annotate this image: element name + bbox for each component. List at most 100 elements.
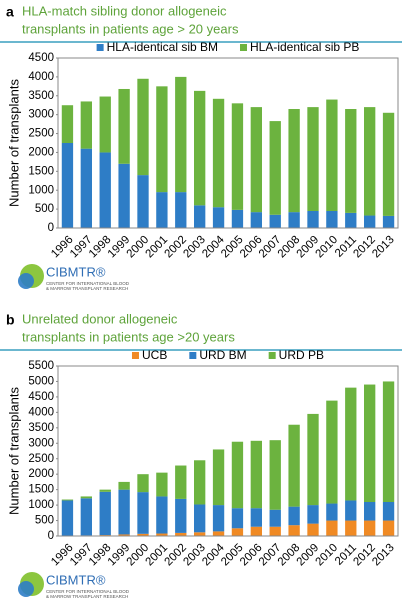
bar-segment	[326, 400, 338, 504]
bar-segment	[99, 491, 111, 536]
bar-segment	[288, 424, 300, 507]
bar-segment	[118, 163, 130, 228]
bar-segment	[61, 500, 74, 536]
bar-segment	[118, 534, 130, 536]
bar-segment	[326, 503, 338, 521]
bar-segment	[137, 474, 149, 493]
x-tick-label: 2013	[370, 542, 397, 569]
legend-label: HLA-identical sib BM	[107, 40, 218, 54]
bar-segment	[382, 112, 395, 216]
bar-segment	[307, 523, 319, 536]
bar-segment	[212, 207, 225, 228]
bar-segment	[118, 481, 130, 490]
bar-segment	[194, 460, 206, 505]
legend-swatch	[131, 352, 139, 359]
bar-segment	[194, 90, 206, 206]
legend-label: URD PB	[279, 348, 324, 362]
bar-segment	[345, 520, 357, 536]
y-tick-label: 500	[35, 515, 54, 527]
bar-segment	[364, 384, 376, 502]
bar-segment	[212, 531, 225, 536]
legend: UCB URD BM URD PB	[131, 348, 324, 362]
y-tick-label: 1500	[28, 484, 54, 496]
legend-swatch	[189, 352, 197, 359]
y-tick-label: 4000	[28, 71, 54, 83]
bar-segment	[118, 88, 130, 164]
bar-segment	[250, 107, 262, 213]
y-tick-label: 2000	[28, 468, 54, 480]
y-tick-label: 3000	[28, 437, 54, 449]
bar-segment	[382, 520, 395, 536]
panel-label: b	[6, 312, 15, 328]
plot-frame	[57, 365, 399, 537]
y-tick-label: 5000	[28, 375, 54, 387]
bar-segment	[175, 76, 187, 193]
bar-segment	[194, 532, 206, 536]
y-axis-label: Number of transplants	[6, 79, 21, 207]
bar-segment	[175, 498, 187, 533]
bar-segment	[212, 98, 225, 208]
chart-title: transplants in patients age > 20 years	[22, 21, 239, 36]
bar-segment	[288, 109, 300, 213]
bar-segment	[364, 215, 376, 228]
bar-segment	[345, 500, 357, 521]
chart-title: Unrelated donor allogeneic	[22, 311, 178, 326]
y-tick-label: 1000	[28, 184, 54, 196]
panel-label: a	[6, 4, 14, 20]
bar-segment	[194, 504, 206, 533]
bar-segment	[175, 532, 187, 536]
logo-subtitle: & MARROW TRANSPLANT RESEARCH	[46, 594, 128, 599]
y-tick-label: 1500	[28, 165, 54, 177]
y-tick-label: 4500	[28, 391, 54, 403]
bar-segment	[156, 496, 168, 534]
chart-title: HLA-match sibling donor allogeneic	[22, 3, 227, 18]
bar-segment	[345, 212, 357, 228]
bar-segment	[326, 211, 338, 228]
y-tick-label: 0	[48, 530, 54, 542]
bar-segment	[231, 508, 244, 529]
y-tick-label: 500	[35, 203, 54, 215]
bar-segment	[250, 526, 262, 536]
y-tick-label: 2500	[28, 128, 54, 140]
y-tick-label: 2000	[28, 146, 54, 158]
bar-segment	[269, 121, 281, 215]
bar-segment	[194, 205, 206, 228]
bar-segment	[250, 212, 262, 228]
bar-segment	[175, 192, 187, 228]
bar-segment	[307, 413, 319, 506]
bar-segment	[288, 506, 300, 526]
y-tick-label: 1000	[28, 499, 54, 511]
bar-segment	[99, 152, 111, 228]
bar-segment	[326, 520, 338, 536]
x-tick-label: 2013	[370, 234, 397, 261]
bar-segment	[269, 214, 281, 228]
bar-segment	[99, 96, 111, 153]
bar-segment	[269, 526, 281, 536]
bar-segment	[80, 498, 92, 536]
legend-label: URD BM	[199, 348, 246, 362]
bar-segment	[231, 528, 244, 536]
plot-frame	[57, 57, 399, 229]
bar-segment	[137, 175, 149, 228]
y-tick-label: 5500	[28, 360, 54, 372]
bar-segment	[80, 148, 92, 228]
bar-segment	[250, 440, 262, 509]
y-tick-label: 0	[48, 222, 54, 234]
bar-segment	[382, 381, 395, 502]
logo-subtitle: CENTER FOR INTERNATIONAL BLOOD	[46, 589, 130, 594]
y-axis-label: Number of transplants	[6, 387, 21, 515]
logo-subtitle: CENTER FOR INTERNATIONAL BLOOD	[46, 281, 130, 286]
bar-segment	[288, 525, 300, 536]
bar-segment	[137, 492, 149, 534]
bar-segment	[231, 209, 244, 228]
bar-segment	[137, 78, 149, 176]
bar-segment	[382, 215, 395, 228]
legend-swatch	[96, 44, 104, 51]
bar-segment	[80, 101, 92, 149]
bar-segment	[118, 489, 130, 535]
bar-segment	[364, 502, 376, 521]
y-tick-label: 3500	[28, 90, 54, 102]
bar-segment	[61, 105, 74, 143]
bar-segment	[288, 212, 300, 228]
